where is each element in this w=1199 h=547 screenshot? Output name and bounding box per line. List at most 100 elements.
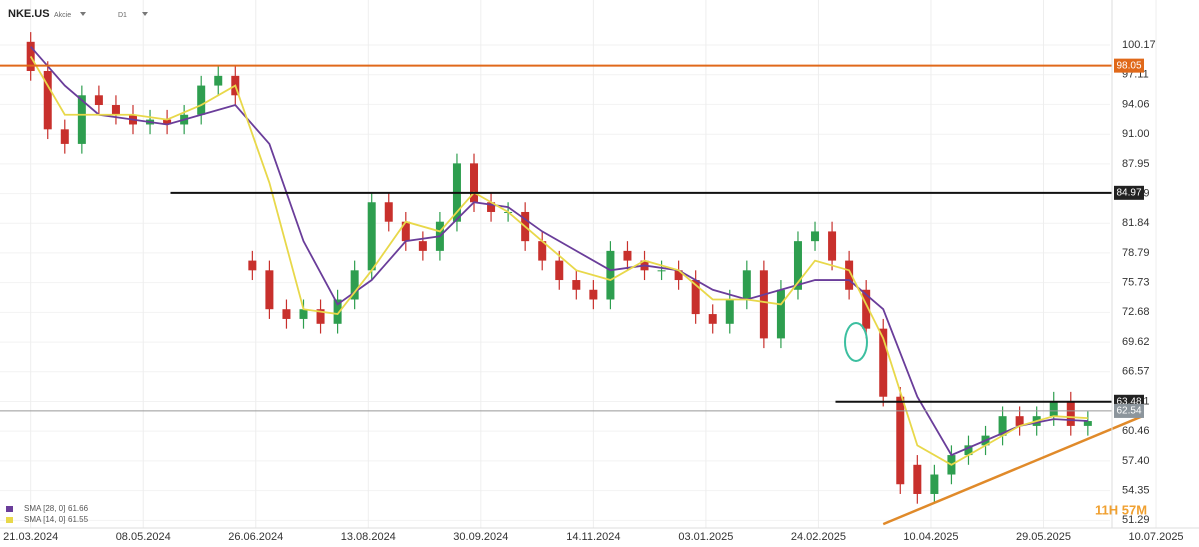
candle-body — [913, 464, 922, 494]
candle-body — [367, 202, 376, 271]
candle-body — [1083, 421, 1092, 426]
x-tick-label: 10.04.2025 — [903, 531, 958, 543]
candle-body — [470, 163, 479, 203]
x-tick-label: 21.03.2024 — [3, 531, 58, 543]
candle-body — [691, 280, 700, 315]
y-tick-label: 69.62 — [1122, 336, 1150, 348]
x-tick-label: 24.02.2025 — [791, 531, 846, 543]
legend-name: SMA [14, 0] — [24, 515, 65, 524]
candle-body — [862, 289, 871, 329]
level-label-bg — [1114, 58, 1144, 73]
candle-body — [299, 309, 308, 319]
x-tick-label: 30.09.2024 — [453, 531, 508, 543]
candle-body — [657, 270, 666, 272]
x-tick-label: 14.11.2024 — [566, 531, 620, 543]
x-tick-label: 03.01.2025 — [678, 531, 733, 543]
y-tick-label: 91.00 — [1122, 128, 1150, 140]
y-tick-label: 51.29 — [1122, 514, 1150, 526]
y-tick-label: 81.84 — [1122, 217, 1150, 229]
candle-body — [845, 260, 854, 290]
y-tick-label: 87.95 — [1122, 158, 1150, 170]
legend-swatch — [6, 506, 13, 512]
candle-body — [606, 250, 615, 300]
trendline — [882, 415, 1143, 526]
timer: 11H 57M — [1095, 502, 1147, 517]
sma-line — [30, 46, 1088, 457]
candle-body — [418, 241, 427, 251]
candle-body — [776, 289, 785, 339]
candle-body — [811, 231, 820, 242]
level-label: 84.97 — [1116, 187, 1141, 198]
candle-body — [94, 95, 103, 106]
candle-body — [401, 221, 410, 242]
candle-body — [759, 270, 768, 339]
legend-value: 61.55 — [68, 515, 89, 524]
y-tick-label: 72.68 — [1122, 306, 1150, 318]
candle-body — [197, 85, 206, 115]
dropdown-arrow[interactable] — [142, 12, 148, 16]
sma-line — [29, 55, 1088, 466]
candle-body — [487, 202, 496, 212]
dropdown-arrow[interactable] — [80, 12, 86, 16]
asset-kind[interactable]: Akcie — [54, 12, 71, 19]
candle-body — [1066, 401, 1075, 426]
highlight-ellipse — [844, 322, 868, 362]
level-label-bg — [1114, 403, 1144, 418]
candle-body — [111, 105, 120, 115]
y-tick-label: 66.57 — [1122, 366, 1150, 378]
candle-body — [384, 202, 393, 222]
candle-body — [265, 270, 274, 310]
candle-body — [674, 270, 683, 281]
candle-body — [214, 75, 223, 86]
symbol: NKE.US — [8, 8, 50, 20]
y-tick-label: 94.06 — [1122, 98, 1150, 110]
candle-body — [1015, 416, 1024, 426]
candle-body — [964, 445, 973, 456]
candle-body — [589, 289, 598, 300]
y-tick-label: 57.40 — [1122, 455, 1150, 467]
x-tick-label: 26.06.2024 — [228, 531, 283, 543]
y-tick-label: 75.73 — [1122, 277, 1150, 289]
candle-body — [350, 270, 359, 300]
candle-body — [43, 70, 52, 130]
candle-body — [742, 270, 751, 300]
y-tick-label: 78.79 — [1122, 247, 1150, 259]
legend-swatch — [6, 517, 13, 523]
x-tick-label: 13.08.2024 — [341, 531, 396, 543]
candle-body — [879, 328, 888, 397]
candle-body — [793, 241, 802, 290]
candle-body — [998, 416, 1007, 436]
candle-body — [538, 241, 547, 261]
candle-body — [248, 260, 257, 271]
level-label: 63.48 — [1116, 396, 1141, 407]
candle-body — [282, 309, 291, 319]
interval[interactable]: D1 — [118, 12, 127, 19]
plot — [0, 32, 1143, 526]
candle-body — [725, 299, 734, 324]
level-label-bg — [1114, 185, 1144, 200]
y-tick-label: 100.17 — [1122, 39, 1156, 51]
legend-name: SMA [28, 0] — [24, 504, 65, 513]
x-tick-label: 29.05.2025 — [1016, 531, 1071, 543]
candle-body — [1049, 401, 1058, 417]
level-label: 62.54 — [1116, 406, 1141, 417]
candle-body — [163, 119, 172, 125]
candle-body — [333, 299, 342, 324]
candle-body — [316, 309, 325, 324]
candle-body — [896, 396, 905, 485]
candle-body — [930, 474, 939, 494]
x-tick-label: 08.05.2024 — [116, 531, 171, 543]
level-label: 98.05 — [1116, 60, 1141, 71]
legend-value: 61.66 — [68, 504, 89, 513]
candle-body — [572, 280, 581, 290]
candle-body — [828, 231, 837, 261]
x-tick-label: 10.07.2025 — [1129, 531, 1184, 543]
candle-body — [708, 314, 717, 324]
candle-body — [77, 95, 86, 144]
candle-body — [60, 129, 69, 144]
candle-body — [555, 260, 564, 281]
y-tick-label: 54.35 — [1122, 484, 1150, 496]
candle-body — [623, 250, 632, 261]
